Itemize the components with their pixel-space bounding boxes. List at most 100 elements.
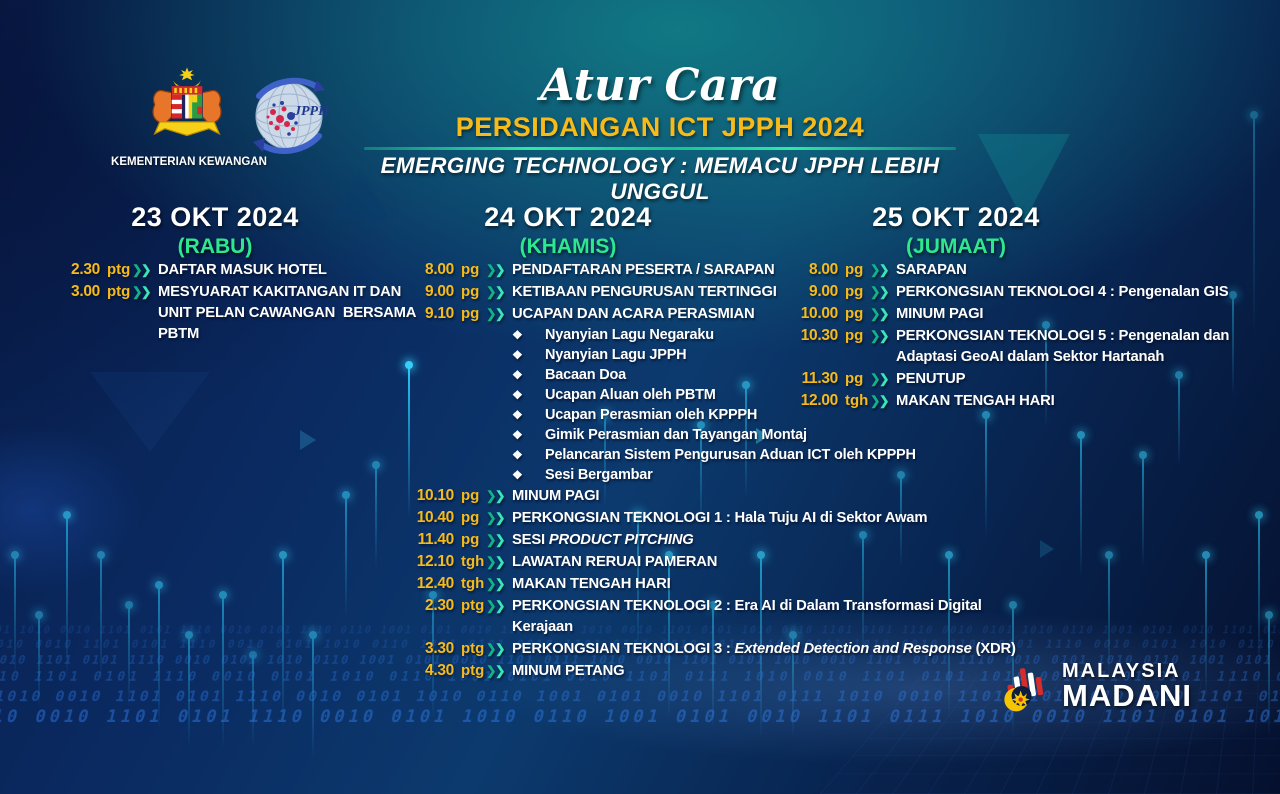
chevron-glyph: ❯ xyxy=(494,642,505,656)
chevron-glyph: ❯ xyxy=(494,489,505,503)
agenda-row: 10.00 pg ❯❯ MINUM PAGI xyxy=(796,303,1280,325)
time-value: 9.00 xyxy=(809,283,838,300)
light-pin-decoration xyxy=(982,411,990,536)
diamond-bullet-icon: ❖ xyxy=(512,448,523,462)
chevron-icon: ❯❯ xyxy=(868,326,894,347)
chevron-glyph: ❯ xyxy=(494,307,505,321)
chevron-glyph: ❯ xyxy=(132,263,142,277)
time-unit: pg xyxy=(461,487,480,504)
agenda-text: PERKONGSIAN TEKNOLOGI 1 : Hala Tuju AI d… xyxy=(510,508,1037,529)
chevron-icon: ❯❯ xyxy=(484,661,510,682)
agenda-row: 9.00 pg ❯❯ KETIBAAN PENGURUSAN TERTINGGI xyxy=(412,281,1037,303)
agenda-text-segment: DAFTAR MASUK HOTEL xyxy=(158,262,327,278)
chevron-icon: ❯❯ xyxy=(868,304,894,325)
chevron-icon: ❯❯ xyxy=(484,508,510,529)
chevron-icon: ❯❯ xyxy=(868,282,894,303)
agenda-row: 10.40 pg ❯❯ PERKONGSIAN TEKNOLOGI 1 : Hala … xyxy=(412,507,1037,529)
agenda-text-segment: PRODUCT PITCHING xyxy=(548,532,694,548)
script-title: Atur Cara xyxy=(540,60,780,111)
light-pin-decoration xyxy=(1202,551,1210,696)
agenda-text: PERKONGSIAN TEKNOLOGI 2 : Era AI di Dala… xyxy=(510,596,1037,638)
chevron-glyph: ❯ xyxy=(486,599,496,613)
light-pin-decoration xyxy=(1175,371,1183,466)
agenda-text-segment: PERKONGSIAN TEKNOLOGI 3 : xyxy=(512,641,735,657)
chevron-glyph: ❯ xyxy=(494,577,505,591)
chevron-glyph: ❯ xyxy=(140,285,151,299)
agenda-row: 9.10 pg ❯❯ UCAPAN DAN ACARA PERASMIAN xyxy=(412,303,1037,325)
chevron-glyph: ❯ xyxy=(486,511,496,525)
agenda-row: 10.10 pg ❯❯ MINUM PAGI xyxy=(412,485,1037,507)
chevron-icon: ❯❯ xyxy=(868,391,894,412)
time-value: 12.00 xyxy=(800,392,839,409)
light-pin-decoration xyxy=(372,461,380,566)
agenda-text-segment: PERKONGSIAN TEKNOLOGI 1 : Hala Tuju AI d… xyxy=(512,510,928,526)
agenda-text: PENUTUP xyxy=(894,369,1280,390)
chevron-glyph: ❯ xyxy=(870,263,880,277)
agenda-row: 2.30 ptg ❯❯ PERKONGSIAN TEKNOLOGI 2 : Era A… xyxy=(412,595,1037,638)
light-pin-decoration xyxy=(945,551,953,716)
agenda-text-segment: PENDAFTARAN PESERTA / SARAPAN xyxy=(512,262,775,278)
diamond-bullet-icon: ❖ xyxy=(512,328,523,342)
time-value: 12.40 xyxy=(416,575,455,592)
agenda-text: PERKONGSIAN TEKNOLOGI 5 : Pengenalan dan xyxy=(894,326,1280,347)
chevron-glyph: ❯ xyxy=(486,533,496,547)
chevron-icon: ❯❯ xyxy=(484,639,510,660)
brand-line-madani: MADANI xyxy=(1062,678,1192,714)
agenda-subitem: ❖ Ucapan Aluan oleh PBTM xyxy=(412,385,1037,405)
chevron-glyph: ❯ xyxy=(870,372,880,386)
agenda-row: 10.30 pg ❯❯ PERKONGSIAN TEKNOLOGI 5 : Penge… xyxy=(796,325,1280,368)
light-pin-decoration xyxy=(405,361,413,516)
agenda-subitem-text: Gimik Perasmian dan Tayangan Montaj xyxy=(545,427,807,443)
time-unit: pg xyxy=(461,283,480,300)
time-value: 3.00 xyxy=(71,283,100,300)
time-value: 10.40 xyxy=(416,509,455,526)
diamond-bullet-icon: ❖ xyxy=(512,368,523,382)
agenda-row: 12.40 tgh ❯❯ MAKAN TENGAH HARI xyxy=(412,573,1037,595)
light-pin-decoration xyxy=(429,591,437,716)
agenda-text-segment: MESYUARAT KAKITANGAN IT DAN xyxy=(158,284,402,300)
agenda-subitem-text: Nyanyian Lagu Negaraku xyxy=(545,327,714,343)
agenda-text: MAKAN TENGAH HARI xyxy=(894,391,1280,412)
time-value: 8.00 xyxy=(425,261,454,278)
agenda-text: LAWATAN RERUAI PAMERAN xyxy=(510,552,1037,573)
time-unit: pg xyxy=(845,283,864,300)
light-pin-decoration xyxy=(125,601,133,706)
time-unit: pg xyxy=(461,261,480,278)
chevron-glyph: ❯ xyxy=(878,329,889,343)
agenda-subitem-text: Ucapan Perasmian oleh KPPPH xyxy=(545,407,758,423)
chevron-icon: ❯❯ xyxy=(130,282,156,303)
light-pin-decoration xyxy=(342,491,350,616)
light-pin-decoration xyxy=(601,411,609,506)
time-unit: pg xyxy=(845,305,864,322)
agenda-text-segment: MINUM PAGI xyxy=(896,306,984,322)
time-unit: ptg xyxy=(107,261,131,278)
agenda-subitem: ❖ Gimik Perasmian dan Tayangan Montaj xyxy=(412,425,1037,445)
light-pin-decoration xyxy=(709,601,717,726)
time-value: 10.10 xyxy=(416,487,455,504)
chevron-glyph: ❯ xyxy=(486,489,496,503)
schedule-list-24okt: 8.00 pg ❯❯ PENDAFTARAN PESERTA / SARAPAN 9.0… xyxy=(412,259,1037,682)
light-pin-decoration xyxy=(63,511,71,676)
agenda-row: 3.30 ptg ❯❯ PERKONGSIAN TEKNOLOGI 3 : Exten… xyxy=(412,638,1037,660)
light-pin-decoration xyxy=(309,631,317,756)
triangle-shape xyxy=(300,430,316,450)
time-unit: pg xyxy=(461,509,480,526)
agenda-text-continuation: Adaptasi GeoAI dalam Sektor Hartanah xyxy=(896,349,1165,365)
time-value: 10.00 xyxy=(800,305,839,322)
malaysia-coat-of-arms-logo xyxy=(152,67,222,137)
light-pin-decoration xyxy=(11,551,19,676)
agenda-row: 8.00 pg ❯❯ PENDAFTARAN PESERTA / SARAPAN xyxy=(412,259,1037,281)
chevron-glyph: ❯ xyxy=(878,372,889,386)
day-column-header-25okt: 25 OKT 2024 (JUMAAT) xyxy=(831,202,1081,259)
agenda-text-segment: Extended Detection and Response xyxy=(734,641,972,657)
time-value: 3.30 xyxy=(425,640,454,657)
light-pin-decoration xyxy=(742,381,750,496)
agenda-text: SARAPAN xyxy=(894,260,1280,281)
chevron-glyph: ❯ xyxy=(486,285,496,299)
agenda-subitem: ❖ Nyanyian Lagu Negaraku xyxy=(412,325,1037,345)
agenda-row: 11.40 pg ❯❯ SESI PRODUCT PITCHING xyxy=(412,529,1037,551)
chevron-glyph: ❯ xyxy=(878,394,889,408)
light-pin-decoration xyxy=(97,551,105,676)
light-pin-decoration xyxy=(789,631,797,736)
agenda-row: 9.00 pg ❯❯ PERKONGSIAN TEKNOLOGI 4 : Pengen… xyxy=(796,281,1280,303)
